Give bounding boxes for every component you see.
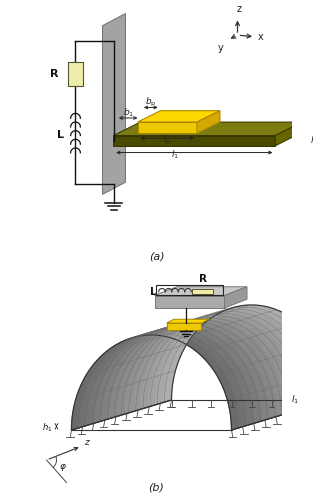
Text: x: x xyxy=(258,32,264,42)
Text: z: z xyxy=(236,4,241,14)
Text: R: R xyxy=(50,69,59,79)
Polygon shape xyxy=(87,328,254,426)
Polygon shape xyxy=(79,330,247,428)
Polygon shape xyxy=(71,332,239,430)
Polygon shape xyxy=(102,324,270,421)
Polygon shape xyxy=(155,287,247,296)
Polygon shape xyxy=(167,323,202,330)
Polygon shape xyxy=(118,319,285,416)
Polygon shape xyxy=(148,310,313,407)
Polygon shape xyxy=(133,314,301,412)
Text: $l_\mathrm{1}$: $l_\mathrm{1}$ xyxy=(291,394,299,406)
Bar xyxy=(68,62,83,86)
Polygon shape xyxy=(113,136,275,146)
Text: $l_\mathrm{1}$: $l_\mathrm{1}$ xyxy=(171,148,179,161)
Text: y: y xyxy=(218,42,224,52)
Text: L: L xyxy=(150,287,156,296)
Polygon shape xyxy=(125,316,293,414)
Polygon shape xyxy=(113,122,302,136)
Text: $h_\mathrm{1}$: $h_\mathrm{1}$ xyxy=(310,134,313,147)
Polygon shape xyxy=(110,321,278,418)
Polygon shape xyxy=(155,296,224,308)
Polygon shape xyxy=(275,122,302,146)
Polygon shape xyxy=(164,305,313,402)
Polygon shape xyxy=(224,287,247,308)
Text: $\varphi$: $\varphi$ xyxy=(59,462,67,473)
Polygon shape xyxy=(197,110,220,134)
Text: $l_\mathrm{p}$: $l_\mathrm{p}$ xyxy=(163,134,172,147)
Bar xyxy=(192,288,213,294)
Text: R: R xyxy=(199,274,207,284)
Text: L: L xyxy=(57,130,64,140)
Polygon shape xyxy=(95,326,262,423)
Polygon shape xyxy=(156,308,313,404)
Text: (b): (b) xyxy=(149,482,164,492)
Polygon shape xyxy=(102,14,126,194)
Text: z: z xyxy=(84,438,89,447)
Text: $b_\mathrm{1}$: $b_\mathrm{1}$ xyxy=(123,106,134,119)
Text: (a): (a) xyxy=(149,252,164,262)
Text: $b_\mathrm{p}$: $b_\mathrm{p}$ xyxy=(145,96,156,110)
Polygon shape xyxy=(138,110,220,122)
Polygon shape xyxy=(138,122,197,134)
Text: $h_\mathrm{1}$: $h_\mathrm{1}$ xyxy=(42,422,53,434)
Polygon shape xyxy=(141,312,308,409)
Text: $h_\mathrm{p}$: $h_\mathrm{p}$ xyxy=(184,118,196,131)
Polygon shape xyxy=(167,320,209,323)
